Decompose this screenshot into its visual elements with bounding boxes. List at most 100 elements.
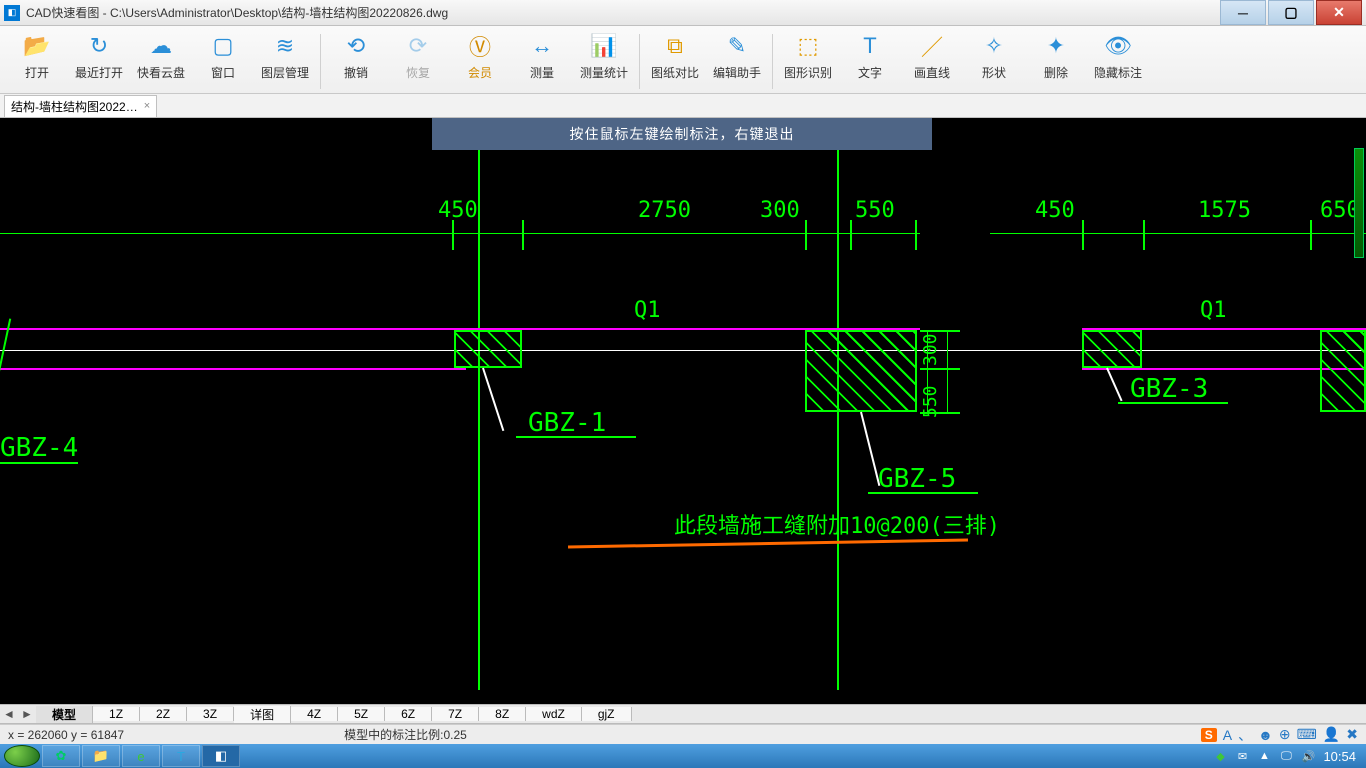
windows-taskbar: ✿ 📁 e T ◧ ◆ ✉ ▲ 🖵 🔊 10:54 [0, 744, 1366, 768]
start-button[interactable] [4, 745, 40, 767]
layout-tab-详图[interactable]: 详图 [234, 706, 291, 723]
layout-tab-8Z[interactable]: 8Z [479, 707, 526, 721]
maximize-button[interactable]: ▢ [1268, 0, 1314, 25]
minimize-button[interactable]: ─ [1220, 0, 1266, 25]
编辑助手-icon: ✎ [723, 32, 751, 60]
status-icon[interactable]: ✖ [1346, 726, 1358, 743]
leader-line [482, 368, 504, 431]
taskbar-app-icon[interactable]: 📁 [82, 745, 120, 767]
status-right-icons: S A 、 ☻ ⊕ ⌨ 👤 ✖ [1201, 725, 1358, 745]
status-icon[interactable]: ⊕ [1279, 726, 1291, 743]
ribbon-label: 隐藏标注 [1094, 64, 1142, 81]
layout-tab-4Z[interactable]: 4Z [291, 707, 338, 721]
ribbon-图纸对比[interactable]: ⧉图纸对比 [644, 30, 706, 93]
形状-icon: ✧ [980, 32, 1008, 60]
gbz-box [454, 330, 522, 368]
图纸对比-icon: ⧉ [661, 32, 689, 60]
ribbon-恢复[interactable]: ⟳恢复 [387, 30, 449, 93]
status-icon[interactable]: A [1223, 727, 1232, 743]
tab-scroll-left[interactable]: ◄ [0, 707, 18, 721]
taskbar-app-icon[interactable]: ✿ [42, 745, 80, 767]
tray-icon[interactable]: 🔊 [1301, 749, 1315, 763]
status-icon[interactable]: 👤 [1323, 726, 1340, 743]
status-icon[interactable]: ⌨ [1297, 726, 1317, 743]
快看云盘-icon: ☁ [147, 32, 175, 60]
ribbon-label: 图形识别 [784, 64, 832, 81]
taskbar-app-icon[interactable]: T [162, 745, 200, 767]
cad-canvas[interactable]: 按住鼠标左键绘制标注，右键退出 450 2750 300 550 450 157… [0, 118, 1366, 704]
layout-tab-1Z[interactable]: 1Z [93, 707, 140, 721]
layout-tab-5Z[interactable]: 5Z [338, 707, 385, 721]
tray-icon[interactable]: 🖵 [1279, 749, 1293, 763]
ribbon-label: 画直线 [914, 64, 950, 81]
ribbon-删除[interactable]: ✦删除 [1025, 30, 1087, 93]
gbz-box [1320, 330, 1366, 412]
ribbon-编辑助手[interactable]: ✎编辑助手 [706, 30, 768, 93]
taskbar-clock[interactable]: 10:54 [1323, 749, 1356, 764]
close-tab-icon[interactable]: × [144, 100, 150, 112]
dim-text: 300 [920, 333, 941, 366]
layout-tab-wdZ[interactable]: wdZ [526, 707, 582, 721]
titlebar: ◧ CAD快速看图 - C:\Users\Administrator\Deskt… [0, 0, 1366, 26]
label-underline [516, 436, 636, 438]
tab-scroll-right[interactable]: ► [18, 707, 36, 721]
file-tab-strip: 结构-墙柱结构图2022… × [0, 94, 1366, 118]
dim-text: 550 [920, 385, 941, 418]
status-icon[interactable]: ☻ [1258, 727, 1273, 743]
dim-tick [920, 330, 960, 332]
ribbon-画直线[interactable]: ／画直线 [901, 30, 963, 93]
gbz-box [805, 330, 917, 412]
layout-tab-模型[interactable]: 模型 [36, 706, 93, 723]
ribbon-label: 文字 [858, 64, 882, 81]
ribbon-撤销[interactable]: ⟲撤销 [325, 30, 387, 93]
dim-tick [920, 368, 960, 370]
wall-label: Q1 [634, 298, 661, 323]
ribbon-separator [772, 34, 773, 89]
grid-line [837, 150, 839, 690]
测量-icon: ↔ [528, 32, 556, 60]
恢复-icon: ⟳ [404, 32, 432, 60]
tray-icon[interactable]: ◆ [1213, 749, 1227, 763]
图形识别-icon: ⬚ [794, 32, 822, 60]
ribbon-会员[interactable]: Ⓥ会员 [449, 30, 511, 93]
taskbar-app-icon[interactable]: e [122, 745, 160, 767]
ribbon-label: 窗口 [211, 64, 235, 81]
ribbon-最近打开[interactable]: ↻最近打开 [68, 30, 130, 93]
dim-tick [1082, 220, 1084, 250]
close-button[interactable]: ✕ [1316, 0, 1362, 25]
ribbon-形状[interactable]: ✧形状 [963, 30, 1025, 93]
ribbon-打开[interactable]: 📂打开 [6, 30, 68, 93]
tray-icon[interactable]: ▲ [1257, 749, 1271, 763]
layout-tab-7Z[interactable]: 7Z [432, 707, 479, 721]
ribbon-窗口[interactable]: ▢窗口 [192, 30, 254, 93]
ribbon-label: 会员 [468, 64, 492, 81]
tray-icon[interactable]: ✉ [1235, 749, 1249, 763]
taskbar-app-icon[interactable]: ◧ [202, 745, 240, 767]
layout-tab-3Z[interactable]: 3Z [187, 707, 234, 721]
dim-tick [915, 220, 917, 250]
ribbon-图层管理[interactable]: ≋图层管理 [254, 30, 316, 93]
layout-tab-gjZ[interactable]: gjZ [582, 707, 632, 721]
ribbon-隐藏标注[interactable]: 👁隐藏标注 [1087, 30, 1149, 93]
ribbon-文字[interactable]: T 文字 [839, 30, 901, 93]
文字-icon: T [856, 32, 884, 60]
ribbon-快看云盘[interactable]: ☁快看云盘 [130, 30, 192, 93]
gbz-box [1082, 330, 1142, 368]
file-tab[interactable]: 结构-墙柱结构图2022… × [4, 95, 157, 117]
ribbon-label: 打开 [25, 64, 49, 81]
system-tray: ◆ ✉ ▲ 🖵 🔊 10:54 [1213, 749, 1362, 764]
ime-indicator[interactable]: S [1201, 728, 1217, 742]
ribbon-测量统计[interactable]: 📊测量统计 [573, 30, 635, 93]
status-icon[interactable]: 、 [1238, 725, 1252, 745]
revision-mark [568, 539, 968, 549]
hint-bar: 按住鼠标左键绘制标注，右键退出 [432, 118, 932, 150]
layout-tab-2Z[interactable]: 2Z [140, 707, 187, 721]
ribbon-测量[interactable]: ↔测量 [511, 30, 573, 93]
element-label: GBZ-1 [528, 408, 606, 438]
测量统计-icon: 📊 [590, 32, 618, 60]
dim-line [947, 330, 948, 412]
element-label: GBZ-3 [1130, 374, 1208, 404]
ribbon-图形识别[interactable]: ⬚ 图形识别 [777, 30, 839, 93]
zoom-slider[interactable] [1354, 148, 1364, 258]
layout-tab-6Z[interactable]: 6Z [385, 707, 432, 721]
